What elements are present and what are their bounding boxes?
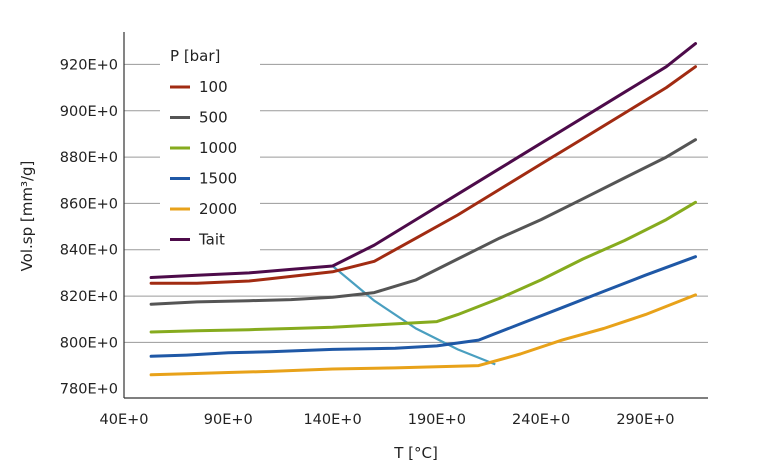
legend-label: Tait — [198, 231, 225, 249]
legend-label: 1000 — [199, 139, 237, 157]
legend-label: 100 — [199, 78, 228, 96]
x-tick-label: 240E+0 — [512, 412, 570, 428]
y-tick-label: 820E+0 — [60, 289, 118, 305]
legend-title: P [bar] — [170, 47, 220, 65]
legend-label: 500 — [199, 109, 228, 127]
series-line-500 — [149, 138, 697, 306]
series-line-1000 — [149, 200, 697, 334]
axes — [123, 32, 708, 399]
y-axis-title: Vol.sp [mm³/g] — [18, 161, 36, 272]
y-tick-label: 840E+0 — [60, 243, 118, 259]
plot-lines — [149, 42, 697, 377]
y-tick-label: 920E+0 — [60, 57, 118, 73]
legend: P [bar] 100 500 1000 1500 2000 Tait — [160, 38, 260, 256]
y-tick-label: 800E+0 — [60, 335, 118, 351]
legend-label: 1500 — [199, 170, 237, 188]
y-tick-label: 860E+0 — [60, 196, 118, 212]
x-tick-label: 40E+0 — [100, 412, 149, 428]
y-tick-label: 900E+0 — [60, 104, 118, 120]
series-line-1500 — [149, 255, 697, 358]
x-tick-label: 190E+0 — [408, 412, 466, 428]
transition-line — [331, 265, 496, 366]
x-axis-title: T [°C] — [393, 444, 438, 462]
series-line-2000 — [149, 293, 697, 377]
y-tick-label: 880E+0 — [60, 150, 118, 166]
series-line-100 — [149, 65, 697, 285]
x-tick-label: 140E+0 — [303, 412, 361, 428]
legend-label: 2000 — [199, 200, 237, 218]
x-tick-label: 90E+0 — [204, 412, 253, 428]
x-tick-label: 290E+0 — [616, 412, 674, 428]
y-tick-label: 780E+0 — [60, 382, 118, 398]
series-line-tait — [149, 42, 697, 279]
tick-labels: 780E+0 800E+0 820E+0 840E+0 860E+0 880E+0 900E… — [60, 57, 675, 428]
